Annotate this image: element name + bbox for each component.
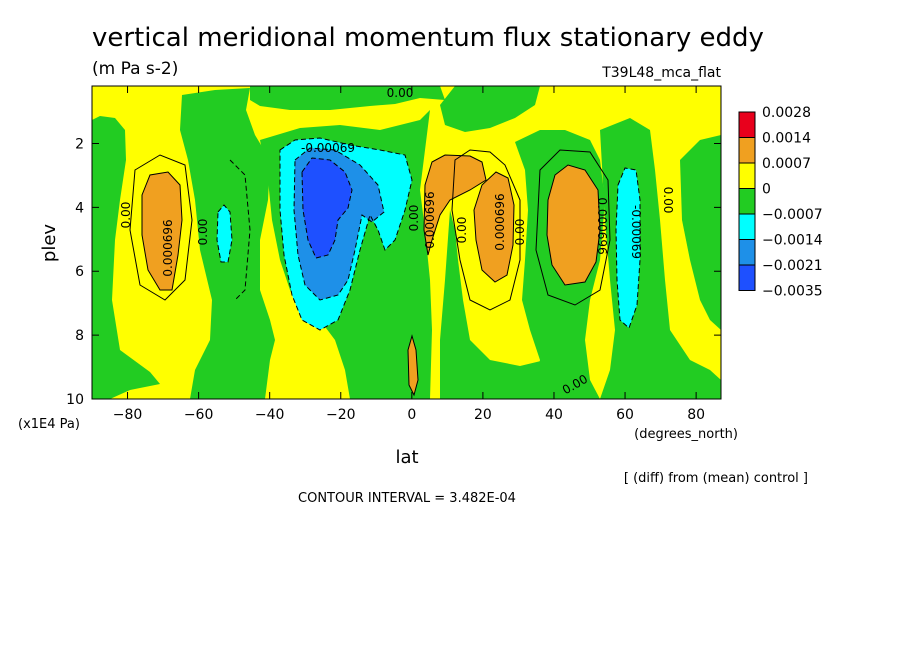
- x-axis-units: (degrees_north): [634, 427, 738, 442]
- chart-title: vertical meridional momentum flux statio…: [92, 23, 764, 53]
- plot-area: 0.00 -0.00069 0.00 0.000696 0.00 0.00 0.…: [92, 86, 721, 399]
- contour-label: 0.00: [196, 219, 210, 246]
- x-tick-label: 20: [474, 407, 492, 423]
- colorbar-swatch: [738, 111, 756, 138]
- y-tick-label: 6: [75, 264, 84, 280]
- dashed-contour-line: [216, 204, 233, 263]
- contour-label: -0.00069: [301, 141, 355, 155]
- colorbar-label: −0.0007: [762, 207, 823, 223]
- x-axis-label: lat: [395, 447, 418, 468]
- contour-line: [407, 334, 419, 397]
- colorbar-swatch: [738, 188, 756, 215]
- dashed-contour-line: [229, 159, 251, 301]
- contour-label: -0.00069: [629, 205, 643, 259]
- orange-region-nh-sub: [474, 172, 514, 282]
- x-tick-label: 60: [616, 407, 634, 423]
- colorbar-label: 0: [762, 182, 771, 198]
- contour-label: 0.000696: [595, 197, 609, 254]
- contour-interval: CONTOUR INTERVAL = 3.482E-04: [298, 491, 516, 506]
- contour-label: 0.00: [513, 219, 527, 246]
- x-tick-label: −40: [255, 407, 285, 423]
- contour-label: 0.00: [119, 202, 133, 229]
- orange-region-sh: [142, 172, 182, 290]
- y-axis-units: (x1E4 Pa): [18, 417, 80, 432]
- orange-region-nh-mid: [547, 165, 600, 285]
- y-tick-label: 8: [75, 328, 84, 344]
- green-region-sh-polar: [92, 116, 160, 399]
- colorbar-swatch: [738, 213, 756, 240]
- dashed-contour-line: [279, 137, 413, 331]
- cyan-region-sh: [217, 205, 232, 262]
- colorbar-label: −0.0021: [762, 258, 823, 274]
- green-region-top: [250, 86, 445, 110]
- colorbar-label: 0.0028: [762, 105, 811, 121]
- plot-frame: [91, 85, 722, 400]
- x-tick-label: −80: [113, 407, 143, 423]
- contour-line: [129, 154, 193, 301]
- contour-line: [141, 171, 183, 291]
- run-label: T39L48_mca_flat: [601, 65, 721, 81]
- contour-line: [546, 164, 601, 286]
- colorbar-swatch: [738, 137, 756, 164]
- x-tick-label: 40: [545, 407, 563, 423]
- contour-label: 0.000696: [493, 193, 507, 250]
- orange-region-eq-lower: [408, 336, 418, 395]
- x-axis: −80 −60 −40 −20 0 20 40 60 80: [113, 86, 705, 423]
- colorbar-label: −0.0035: [762, 284, 823, 300]
- colorbar-label: 0.0014: [762, 131, 811, 147]
- colorbar: 0.0028 0.0014 0.0007 0 −0.0007 −0.0014 −0.0021…: [738, 105, 823, 300]
- dashed-contour-line: [615, 167, 641, 329]
- green-region-nh-sub: [440, 210, 555, 399]
- y-axis: 2 4 6 8 10: [66, 136, 721, 408]
- darkblue-region-core: [302, 158, 352, 258]
- contour-label: 0.00: [387, 86, 414, 100]
- contour-lines: [129, 149, 611, 397]
- green-region-nh-polar: [680, 135, 721, 330]
- contour-line: [423, 154, 487, 256]
- colorbar-swatch: [738, 239, 756, 266]
- colorbar-swatch: [738, 162, 756, 189]
- chart-units: (m Pa s-2): [92, 59, 178, 79]
- contour-label: 0.00: [661, 187, 675, 214]
- contour-labels: 0.00 -0.00069 0.00 0.000696 0.00 0.00 0.…: [119, 86, 675, 397]
- y-tick-label: 10: [66, 392, 84, 408]
- dashed-contour-line: [293, 147, 385, 301]
- x-tick-label: −60: [184, 407, 214, 423]
- x-tick-label: −20: [326, 407, 356, 423]
- dashed-contour-lines: [216, 137, 641, 331]
- contour-label: 0.00: [455, 217, 469, 244]
- contour-label: 0.000696: [161, 219, 175, 276]
- contour-line: [473, 171, 515, 283]
- contour-label: 0.000696: [423, 191, 437, 248]
- colorbar-swatch: [738, 264, 756, 291]
- y-tick-label: 2: [75, 136, 84, 152]
- diff-note: [ (diff) from (mean) control ]: [624, 471, 808, 486]
- green-region-nh-top: [440, 86, 540, 132]
- colorbar-label: 0.0007: [762, 156, 811, 172]
- orange-region-eq-upper: [424, 155, 486, 255]
- contour-line: [451, 149, 521, 311]
- dashed-contour-line: [301, 157, 353, 259]
- x-tick-label: 80: [687, 407, 705, 423]
- colorbar-label: −0.0014: [762, 233, 823, 249]
- contour-line: [535, 149, 611, 306]
- cyan-region-nh: [616, 168, 640, 328]
- y-axis-label: plev: [39, 224, 60, 263]
- y-tick-label: 4: [75, 200, 84, 216]
- contour-label: 0.00: [407, 205, 421, 232]
- x-tick-label: 0: [407, 407, 416, 423]
